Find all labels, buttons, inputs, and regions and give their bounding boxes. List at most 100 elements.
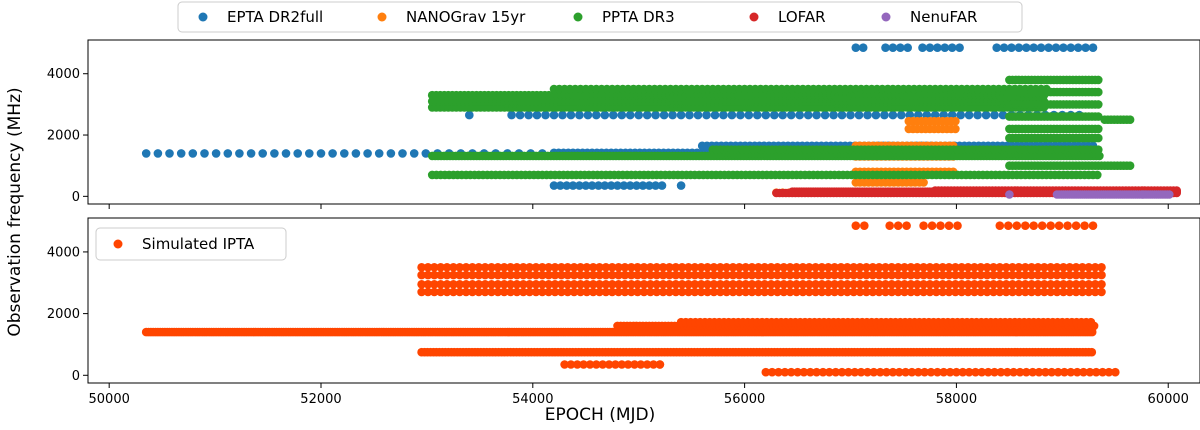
data-point (927, 221, 937, 230)
data-point (957, 263, 966, 272)
data-point (709, 280, 719, 289)
data-point (625, 181, 635, 190)
data-point (1071, 221, 1081, 230)
data-point (630, 360, 639, 369)
data-point (575, 181, 584, 190)
data-point (468, 280, 477, 289)
top-x-axis (108, 204, 1169, 209)
data-point (639, 280, 649, 289)
data-point (538, 280, 547, 289)
data-point (951, 124, 960, 134)
data-point (449, 280, 458, 289)
data-point (860, 221, 869, 230)
data-point (976, 263, 986, 272)
data-point (912, 287, 922, 297)
data-point (868, 270, 878, 280)
data-point (766, 270, 776, 280)
data-point (642, 110, 652, 120)
data-point (474, 280, 484, 289)
data-point (957, 280, 966, 289)
data-point (932, 280, 941, 289)
x-tick-label: 56000 (724, 392, 765, 407)
data-point (741, 287, 750, 297)
data-point (1052, 263, 1062, 272)
data-point (824, 280, 833, 289)
y-axis-title: Observation frequency (MHz) (5, 87, 25, 336)
data-point (1063, 221, 1072, 230)
data-point (868, 263, 878, 272)
data-point (480, 280, 490, 289)
data-point (956, 110, 965, 120)
data-point (200, 149, 209, 158)
data-point (607, 287, 617, 297)
data-point (557, 270, 566, 280)
data-point (970, 263, 979, 272)
data-point (728, 287, 738, 297)
data-point (409, 149, 419, 158)
data-point (792, 263, 801, 272)
data-point (804, 263, 814, 272)
data-point (970, 287, 979, 297)
data-point (1046, 263, 1055, 272)
data-point (141, 149, 151, 158)
data-point (982, 263, 992, 272)
data-point (1066, 43, 1076, 52)
data-point (499, 280, 509, 289)
data-point (633, 270, 642, 280)
data-point (1047, 367, 1056, 377)
data-point (944, 280, 954, 289)
legend-entry-nenufar: NenuFAR (881, 8, 977, 26)
data-point (636, 360, 646, 369)
top-panel: 0 2000 4000 (47, 39, 1200, 209)
data-point (550, 263, 560, 272)
data-point (747, 270, 757, 280)
data-point (576, 263, 585, 272)
data-point (741, 263, 750, 272)
data-point (722, 280, 731, 289)
data-point (569, 287, 579, 297)
data-point (627, 280, 636, 289)
data-point (1073, 43, 1083, 52)
data-point (449, 263, 458, 272)
data-point (773, 287, 782, 297)
data-point (270, 149, 279, 158)
data-point (858, 43, 868, 52)
data-point (563, 270, 572, 280)
data-point (614, 263, 623, 272)
data-point (671, 270, 681, 280)
data-point (709, 263, 719, 272)
data-point (830, 263, 839, 272)
data-point (1066, 367, 1076, 377)
data-point (747, 263, 757, 272)
data-point (651, 181, 660, 190)
data-point (735, 280, 744, 289)
data-point (938, 287, 947, 297)
data-point (576, 280, 585, 289)
data-point (957, 287, 966, 297)
data-point (684, 263, 693, 272)
data-point (623, 360, 633, 369)
data-point (767, 367, 777, 377)
bottom-legend-entries: Simulated IPTA (113, 235, 255, 253)
data-point (519, 270, 528, 280)
data-point (655, 360, 665, 369)
data-point (455, 270, 465, 280)
data-point (677, 287, 687, 297)
data-point (1029, 43, 1038, 52)
data-point (938, 263, 947, 272)
data-point (855, 287, 865, 297)
data-point (824, 287, 833, 297)
data-point (925, 270, 935, 280)
data-point (1033, 270, 1043, 280)
data-point (1008, 270, 1017, 280)
y-tick-label: 0 (72, 369, 80, 384)
data-point (938, 270, 947, 280)
data-point (646, 263, 655, 272)
data-point (512, 270, 522, 280)
data-point (871, 110, 881, 120)
data-point (430, 270, 439, 280)
data-point (550, 270, 560, 280)
data-point (741, 280, 750, 289)
data-point (594, 181, 603, 190)
data-point (786, 110, 796, 120)
